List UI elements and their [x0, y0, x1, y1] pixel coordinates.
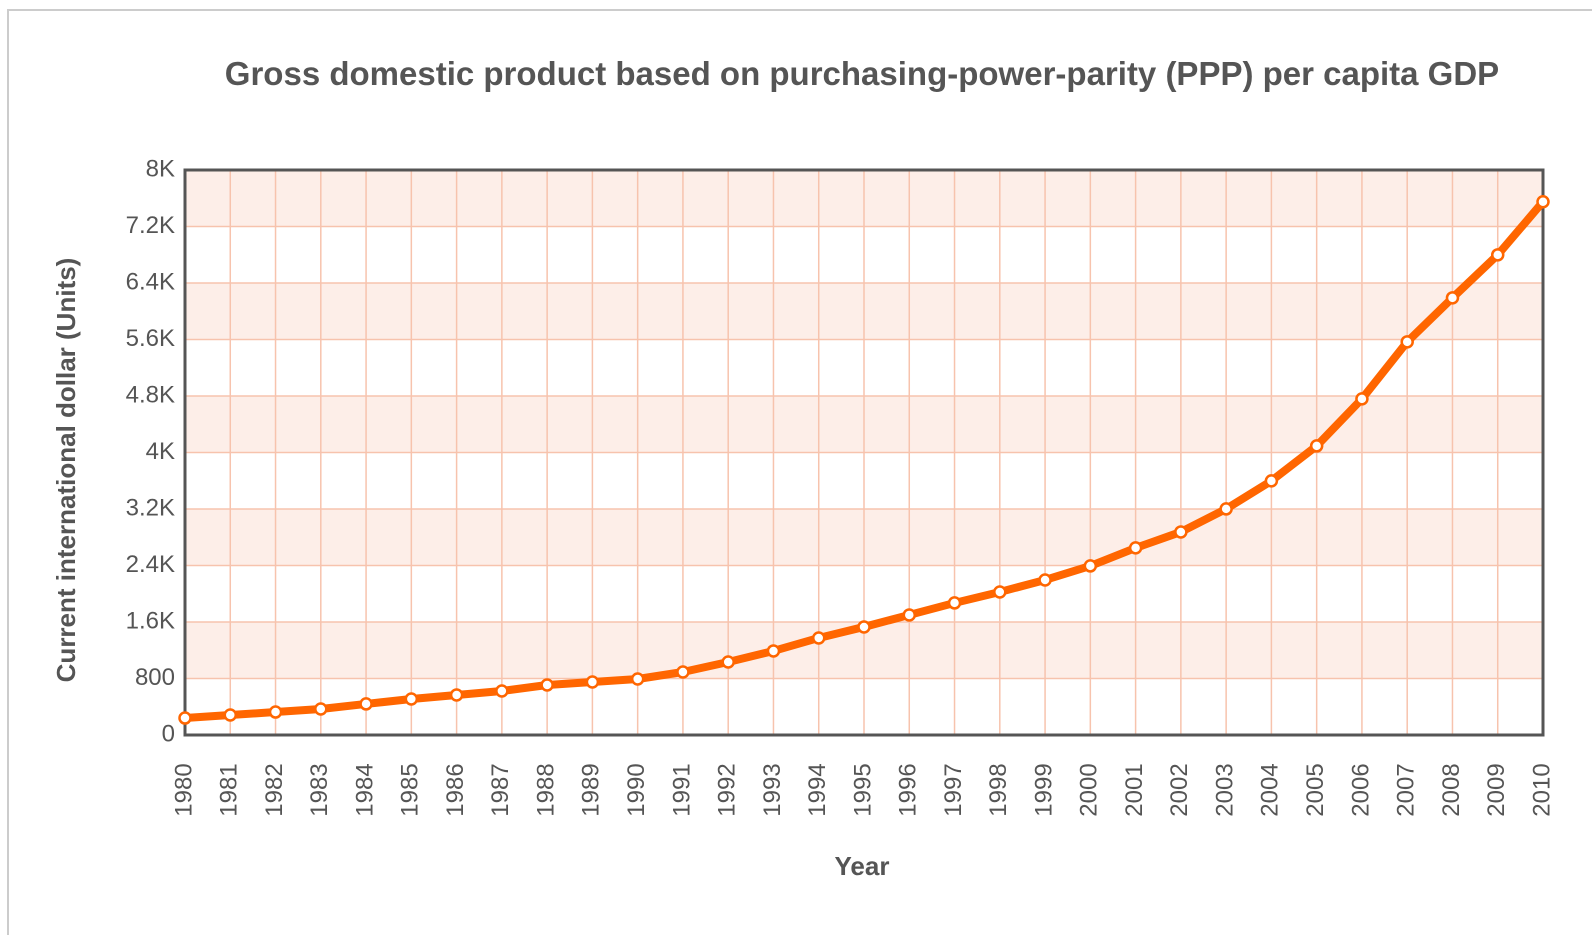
x-tick-label: 1992 — [714, 763, 741, 816]
x-tick-label: 1999 — [1030, 763, 1057, 816]
point — [314, 702, 328, 716]
x-tick-label: 1980 — [170, 763, 197, 816]
x-tick-label: 2005 — [1302, 763, 1329, 816]
point — [178, 711, 192, 725]
x-tick-label: 2008 — [1438, 763, 1465, 816]
x-tick-label: 1985 — [397, 763, 424, 816]
point — [1309, 439, 1324, 453]
point — [1219, 502, 1233, 516]
y-axis-label: Current international dollar (Units) — [51, 258, 81, 683]
point — [1400, 335, 1414, 349]
point — [1083, 559, 1098, 573]
point — [1445, 291, 1460, 305]
x-tick-label: 2000 — [1076, 763, 1103, 816]
point — [811, 631, 826, 645]
point — [1490, 248, 1505, 262]
point — [1536, 195, 1550, 209]
point — [359, 697, 373, 711]
y-tick-label: 3.2K — [126, 494, 175, 521]
point — [449, 688, 464, 702]
point — [630, 672, 645, 686]
point — [676, 665, 690, 679]
x-tick-label: 1991 — [668, 763, 695, 816]
x-tick-label: 1984 — [351, 763, 378, 816]
x-tick-label: 1996 — [895, 763, 922, 816]
x-tick-label: 2007 — [1393, 763, 1420, 816]
x-tick-label: 1993 — [759, 763, 786, 816]
point — [223, 708, 238, 722]
point — [1038, 573, 1052, 587]
y-tick-label: 7.2K — [126, 212, 175, 239]
chart-title: Gross domestic product based on purchasi… — [224, 55, 1500, 92]
x-tick-label: 2009 — [1483, 763, 1510, 816]
x-tick-label: 2004 — [1257, 763, 1284, 816]
point — [993, 585, 1007, 599]
frame — [7, 9, 1592, 935]
x-tick-label: 1986 — [442, 763, 469, 816]
y-tick-label: 2.4K — [126, 551, 175, 578]
point — [268, 705, 283, 719]
y-tick-label: 800 — [135, 664, 175, 691]
y-tick-label: 4K — [146, 438, 175, 465]
point — [540, 678, 554, 692]
point — [947, 596, 962, 610]
x-tick-label: 2003 — [1211, 763, 1238, 816]
x-tick-label: 1995 — [849, 763, 876, 816]
plot-area — [184, 169, 1544, 736]
x-tick-label: 1990 — [623, 763, 650, 816]
y-tick-label: 1.6K — [126, 607, 175, 634]
y-tick-label: 8K — [146, 155, 175, 182]
point — [585, 675, 600, 689]
x-tick-label: 1982 — [261, 763, 288, 816]
x-tick-label: 2001 — [1121, 763, 1148, 816]
point — [495, 684, 509, 698]
point — [1128, 541, 1143, 555]
point — [1355, 392, 1369, 406]
point — [1264, 474, 1279, 488]
x-axis-label: Year — [835, 851, 890, 881]
x-tick-label: 1998 — [985, 763, 1012, 816]
x-tick-label: 1988 — [532, 763, 559, 816]
x-tick-label: 2010 — [1528, 763, 1555, 816]
x-tick-label: 1994 — [804, 763, 831, 816]
y-tick-label: 0 — [162, 720, 175, 747]
point — [404, 692, 419, 706]
point — [857, 620, 871, 634]
point — [902, 608, 917, 622]
x-tick-label: 1981 — [216, 763, 243, 816]
x-tick-label: 1997 — [940, 763, 967, 816]
point — [721, 655, 735, 669]
y-tick-label: 5.6K — [126, 325, 175, 352]
point — [766, 644, 781, 658]
plot-border — [183, 168, 1545, 737]
y-tick-label: 4.8K — [126, 381, 175, 408]
x-tick-label: 1989 — [578, 763, 605, 816]
x-tick-label: 2006 — [1347, 763, 1374, 816]
y-tick-label: 6.4K — [126, 268, 175, 295]
x-tick-label: 2002 — [1166, 763, 1193, 816]
x-tick-label: 1983 — [306, 763, 333, 816]
x-tick-label: 1987 — [487, 763, 514, 816]
point — [1174, 525, 1188, 539]
